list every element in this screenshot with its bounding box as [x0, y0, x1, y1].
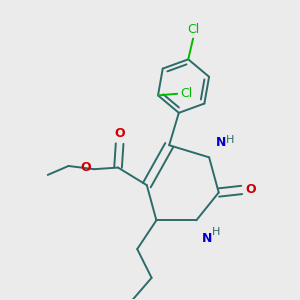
Text: Cl: Cl [187, 23, 199, 36]
Text: Cl: Cl [180, 87, 192, 100]
Text: N: N [215, 136, 226, 149]
Text: O: O [114, 128, 125, 140]
Text: O: O [80, 161, 91, 174]
Text: O: O [245, 183, 256, 196]
Text: N: N [202, 232, 212, 245]
Text: H: H [212, 227, 220, 237]
Text: H: H [226, 135, 234, 145]
